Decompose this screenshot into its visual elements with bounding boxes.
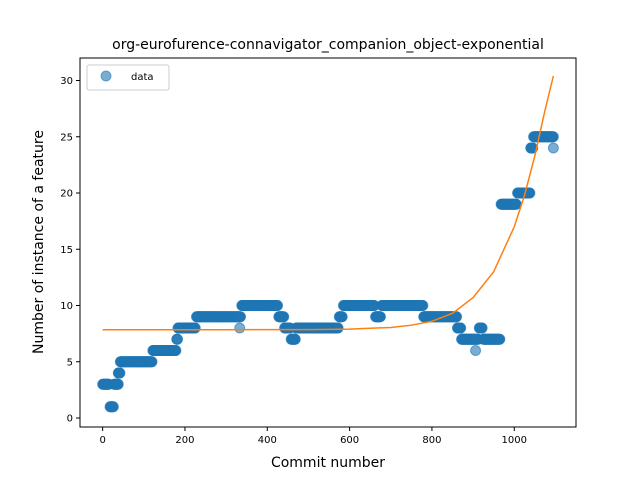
data-point [235,311,247,323]
y-tick-label: 0 [67,414,73,425]
data-point [417,300,429,311]
data-point [455,322,467,334]
x-tick-label: 0 [99,435,105,446]
data-point [451,311,463,323]
x-axis: 0 200 400 600 800 1000 [99,427,527,446]
legend: data [86,64,170,91]
legend-data-marker [100,70,112,82]
data-point [112,378,124,390]
data-point [336,311,348,323]
y-tick-label: 20 [60,189,73,200]
data-point [107,401,119,413]
y-tick-label: 10 [60,301,73,312]
fit-line [102,75,555,331]
legend-box [86,64,170,91]
x-tick-label: 1000 [502,435,527,446]
x-tick-label: 600 [340,435,359,446]
data-point [470,345,482,356]
y-tick-label: 5 [67,357,73,368]
data-point [146,356,158,368]
y-tick-label: 15 [60,245,73,256]
data-point [332,322,344,334]
data-layer [97,131,559,413]
data-point [170,345,182,356]
x-tick-label: 200 [175,435,194,446]
y-axis: 0 5 10 15 20 25 30 [60,76,80,425]
data-point [272,300,284,311]
chart-title: org-eurofurence-connavigator_companion_o… [112,37,544,53]
fit-layer [102,75,555,331]
y-tick-label: 25 [60,132,73,143]
y-tick-label: 30 [60,76,73,87]
data-point [234,322,246,334]
legend-data-label: data [131,72,154,83]
data-point [289,333,301,345]
data-point [189,322,201,334]
plot-frame [79,57,577,428]
y-axis-label: Number of instance of a feature [31,130,47,354]
data-point [114,367,126,379]
x-tick-label: 800 [422,435,441,446]
data-point [547,131,559,143]
data-point [494,333,506,345]
data-point [547,142,559,154]
x-tick-label: 400 [258,435,277,446]
data-point [278,311,290,323]
data-point [172,333,184,345]
data-point [374,311,386,323]
x-axis-label: Commit number [271,455,385,471]
data-point [476,322,488,334]
